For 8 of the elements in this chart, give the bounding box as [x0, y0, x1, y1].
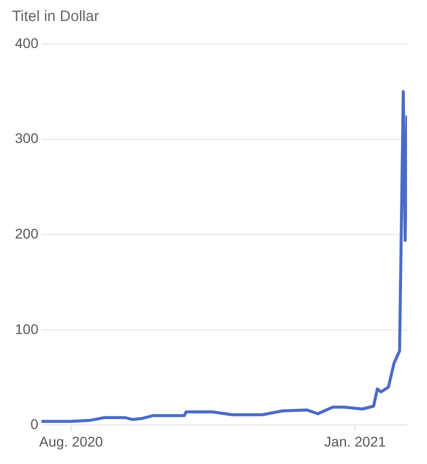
x-tick-label: Aug. 2020 [39, 433, 104, 450]
x-tick-label: Jan. 2021 [324, 433, 386, 450]
y-tick-label: 400 [15, 34, 39, 51]
y-tick-label: 300 [15, 130, 39, 146]
y-tick-label: 100 [15, 320, 39, 337]
y-tick-label: 0 [30, 416, 39, 432]
chart-title: Titel in Dollar [12, 8, 99, 26]
y-tick-label: 200 [15, 225, 39, 242]
